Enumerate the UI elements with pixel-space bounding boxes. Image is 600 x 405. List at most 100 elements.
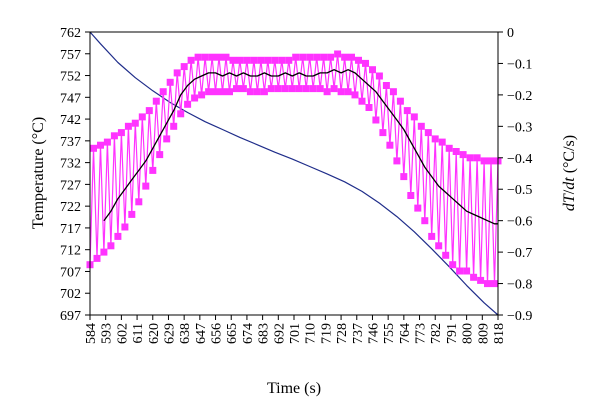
marker-rate_markers: [229, 56, 237, 64]
marker-rate_markers: [449, 261, 457, 269]
right-tick-label: −0.9: [507, 309, 532, 324]
right-tick-label: −0.1: [507, 57, 532, 72]
marker-rate_markers: [264, 56, 272, 64]
series-line-rate_markers: [89, 53, 499, 285]
marker-rate_markers: [396, 97, 404, 105]
marker-rate_markers: [145, 107, 153, 115]
right-axis-title: dT/dt (°C/s): [561, 135, 578, 211]
marker-rate_markers: [243, 56, 251, 64]
marker-rate_markers: [288, 85, 296, 93]
x-tick-label: 764: [398, 323, 413, 344]
left-tick-label: 762: [60, 26, 81, 41]
marker-rate_markers: [166, 78, 174, 86]
marker-rate_markers: [114, 232, 122, 240]
marker-rate_markers: [124, 122, 132, 130]
marker-rate_markers: [313, 53, 321, 61]
marker-rate_markers: [372, 116, 380, 124]
x-tick-label: 593: [100, 323, 115, 344]
marker-rate_markers: [431, 135, 439, 143]
marker-rate_markers: [491, 280, 498, 288]
marker-rate_markers: [271, 56, 279, 64]
right-tick-label: −0.8: [507, 278, 532, 293]
marker-rate_markers: [285, 56, 293, 64]
marker-rate_markers: [267, 85, 275, 93]
marker-rate_markers: [330, 85, 338, 93]
x-tick-label: 737: [351, 323, 366, 344]
x-tick-label: 611: [131, 323, 146, 343]
marker-rate_markers: [459, 151, 467, 159]
marker-rate_markers: [393, 157, 401, 165]
marker-rate_markers: [135, 198, 143, 206]
right-axis-title-sep: /: [561, 189, 578, 194]
marker-rate_markers: [445, 144, 453, 152]
x-tick-label: 710: [304, 323, 319, 344]
marker-rate_markers: [215, 53, 223, 61]
x-tick-label: 674: [241, 323, 256, 344]
right-axis-title-unit: (°C/s): [561, 135, 578, 173]
marker-rate_markers: [316, 85, 324, 93]
marker-rate_markers: [149, 166, 157, 174]
marker-rate_markers: [403, 107, 411, 115]
marker-rate_markers: [152, 97, 160, 105]
marker-rate_markers: [470, 273, 478, 281]
marker-rate_markers: [369, 66, 376, 74]
marker-rate_markers: [341, 53, 349, 61]
marker-rate_markers: [362, 59, 369, 67]
x-tick-label: 782: [429, 323, 444, 344]
marker-rate_markers: [177, 110, 185, 118]
marker-rate_markers: [389, 88, 397, 96]
marker-rate_markers: [452, 148, 460, 155]
left-tick-label: 727: [60, 178, 81, 193]
marker-rate_markers: [417, 122, 425, 130]
marker-rate_markers: [414, 204, 422, 212]
marker-rate_markers: [93, 254, 101, 262]
marker-rate_markers: [480, 157, 488, 165]
marker-rate_markers: [281, 85, 289, 93]
x-tick-label: 800: [461, 323, 476, 344]
x-tick-label: 701: [288, 323, 303, 344]
marker-rate_markers: [382, 82, 390, 89]
marker-rate_markers: [299, 53, 307, 61]
x-tick-label: 773: [414, 323, 429, 344]
left-tick-label: 732: [60, 157, 81, 172]
right-axis-ticks: 0 −0.1 −0.2 −0.3 −0.4 −0.5 −0.6 −0.7 −0.8 −0.9: [498, 26, 532, 324]
marker-rate_markers: [442, 251, 450, 259]
marker-rate_markers: [239, 85, 247, 93]
marker-rate_markers: [278, 56, 286, 64]
marker-rate_markers: [170, 122, 178, 130]
x-axis-ticks: 584 593 602 611 620 629 638 647 656 665 674 683 692 7…: [84, 315, 507, 344]
x-axis-title: Time (s): [267, 380, 321, 397]
marker-rate_markers: [97, 141, 104, 149]
marker-rate_markers: [156, 151, 164, 159]
marker-rate_markers: [159, 88, 167, 96]
marker-rate_markers: [438, 138, 446, 146]
marker-rate_markers: [323, 88, 331, 96]
left-tick-label: 697: [60, 309, 81, 324]
marker-rate_markers: [344, 88, 352, 96]
marker-rate_markers: [184, 100, 192, 108]
left-tick-label: 752: [60, 70, 81, 85]
left-tick-label: 742: [60, 113, 81, 128]
marker-rate_markers: [163, 135, 171, 143]
marker-rate_markers: [173, 69, 181, 77]
marker-rate_markers: [365, 104, 373, 111]
marker-rate_markers: [386, 141, 394, 149]
marker-rate_markers: [355, 56, 362, 64]
x-tick-label: 656: [210, 323, 225, 344]
left-tick-label: 757: [60, 48, 81, 63]
x-tick-label: 638: [178, 323, 193, 344]
marker-rate_markers: [100, 248, 108, 256]
marker-rate_markers: [142, 182, 150, 190]
x-tick-label: 584: [84, 323, 99, 344]
marker-rate_markers: [292, 53, 300, 61]
marker-rate_markers: [90, 144, 97, 152]
x-tick-label: 755: [382, 323, 397, 344]
right-tick-label: −0.4: [507, 152, 532, 167]
x-tick-label: 746: [366, 323, 381, 344]
left-axis-title: Temperature (°C): [30, 117, 47, 229]
marker-rate_markers: [348, 53, 355, 61]
marker-rate_markers: [110, 132, 118, 140]
right-tick-label: −0.5: [507, 183, 532, 198]
